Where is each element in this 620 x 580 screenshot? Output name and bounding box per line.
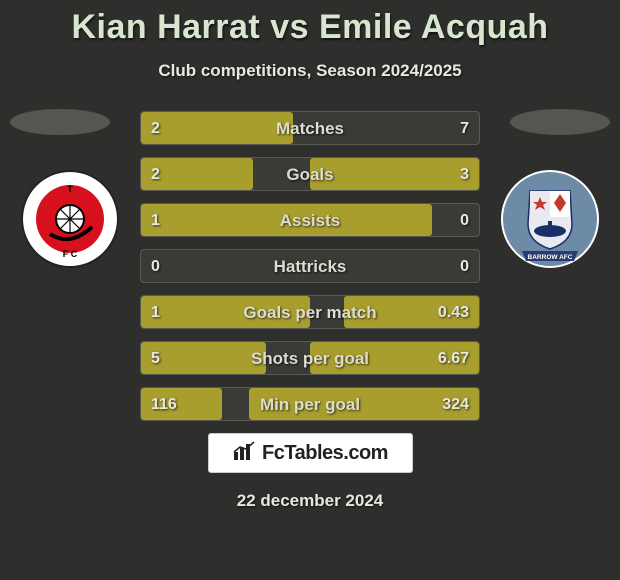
stat-value-right: 0 <box>460 204 469 237</box>
player2-club-crest: BARROW AFC <box>500 169 600 269</box>
stat-row: Shots per goal5 6.67 <box>140 341 480 375</box>
stat-value-left: 5 <box>151 342 160 375</box>
crest-left-svg: T F C <box>20 169 120 269</box>
player2-shadow-ellipse <box>510 109 610 135</box>
crest-right-svg: BARROW AFC <box>500 169 600 269</box>
stat-value-left: 1 <box>151 204 160 237</box>
stat-label: Goals <box>141 158 479 191</box>
svg-text:T: T <box>67 184 73 194</box>
stat-row: Min per goal116 324 <box>140 387 480 421</box>
stat-label: Hattricks <box>141 250 479 283</box>
stat-row: Goals per match1 0.43 <box>140 295 480 329</box>
stat-value-left: 1 <box>151 296 160 329</box>
stats-bars: Matches27Goals23Assists10Hattricks00Goal… <box>140 111 480 421</box>
stat-value-right: 3 <box>460 158 469 191</box>
generated-date: 22 december 2024 <box>0 491 620 511</box>
stat-label: Goals per match <box>141 296 479 329</box>
player1-club-crest: T F C <box>20 169 120 269</box>
stat-value-left: 2 <box>151 158 160 191</box>
stat-value-right: 0 <box>460 250 469 283</box>
comparison-title: Kian Harrat vs Emile Acquah <box>0 0 620 47</box>
player1-shadow-ellipse <box>10 109 110 135</box>
stat-value-right: 0.43 <box>438 296 469 329</box>
comparison-stage: T F C B <box>0 111 620 421</box>
player1-name: Kian Harrat <box>71 8 260 46</box>
stat-row: Hattricks0 0 <box>140 249 480 283</box>
svg-text:BARROW AFC: BARROW AFC <box>528 254 573 261</box>
stat-label: Shots per goal <box>141 342 479 375</box>
stat-value-right: 324 <box>442 388 469 421</box>
vs-word: vs <box>270 8 309 46</box>
stat-row: Matches2 7 <box>140 111 480 145</box>
stat-row: Goals2 3 <box>140 157 480 191</box>
stat-label: Assists <box>141 204 479 237</box>
fctables-logo-text: FcTables.com <box>262 442 388 465</box>
stat-label: Matches <box>141 112 479 145</box>
fctables-chart-icon <box>232 440 258 467</box>
stat-value-left: 2 <box>151 112 160 145</box>
stat-value-left: 116 <box>151 388 177 421</box>
stat-value-right: 7 <box>460 112 469 145</box>
stat-value-right: 6.67 <box>438 342 469 375</box>
fctables-logo: FcTables.com <box>208 433 413 473</box>
stat-value-left: 0 <box>151 250 160 283</box>
player2-name: Emile Acquah <box>319 8 549 46</box>
svg-text:F C: F C <box>63 249 78 259</box>
stat-label: Min per goal <box>141 388 479 421</box>
comparison-subtitle: Club competitions, Season 2024/2025 <box>0 61 620 81</box>
stat-row: Assists1 0 <box>140 203 480 237</box>
